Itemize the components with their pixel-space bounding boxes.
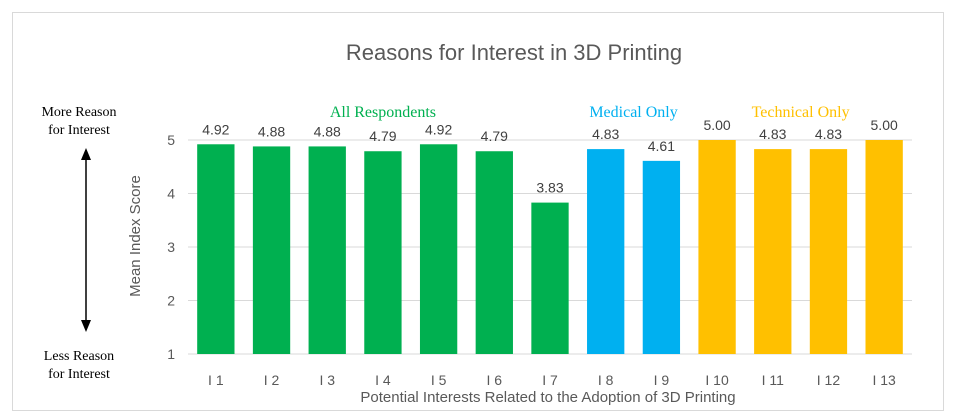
bar [419, 144, 458, 354]
group-label: All Respondents [330, 104, 436, 121]
bar [252, 146, 291, 354]
x-tick-label: I 9 [654, 372, 670, 388]
bar [197, 144, 235, 354]
x-tick-label: I 7 [542, 372, 558, 388]
x-tick-label: I 8 [598, 372, 614, 388]
x-tick-label: I 10 [705, 372, 729, 388]
group-labels: All Respondents Medical Only Technical Onl… [330, 104, 850, 121]
data-label: 4.83 [592, 126, 619, 142]
x-axis-ticks: I 1 I 2 I 3 I 4 I 5 I 6 I 7 I 8 I 9 I 10 I 11 I 12 I… [208, 372, 896, 388]
bars [197, 140, 903, 354]
value-labels: 4.92 4.88 4.88 4.79 4.92 4.79 3.83 4.83 4.61 5.00… [202, 117, 898, 196]
data-label: 4.83 [815, 126, 842, 142]
x-tick-label: I 13 [872, 372, 896, 388]
y-tick-label: 4 [167, 186, 175, 202]
data-label: 4.79 [481, 128, 508, 144]
more-reason-note: More Reason for Interest [41, 105, 117, 138]
x-tick-label: I 1 [208, 372, 224, 388]
y-tick-label: 5 [167, 132, 175, 148]
arrow-up-icon [81, 148, 91, 160]
data-label: 4.79 [369, 128, 396, 144]
arrow-down-icon [81, 320, 91, 332]
bar [754, 149, 792, 354]
data-label: 4.92 [425, 121, 452, 137]
x-axis-label: Potential Interests Related to the Adopt… [360, 389, 735, 406]
data-label: 4.88 [314, 123, 341, 139]
y-tick-label: 2 [167, 293, 175, 309]
group-label: Medical Only [589, 104, 677, 121]
data-label: 5.00 [871, 117, 898, 133]
y-axis-ticks: 1 2 3 4 5 [167, 132, 175, 362]
y-axis-label: Mean Index Score [127, 175, 144, 297]
group-label: Technical Only [752, 104, 850, 121]
data-label: 3.83 [536, 180, 563, 196]
data-label: 4.83 [759, 126, 786, 142]
x-tick-label: I 12 [817, 372, 841, 388]
bar [809, 149, 848, 354]
chart-title: Reasons for Interest in 3D Printing [346, 40, 682, 65]
x-tick-label: I 3 [319, 372, 335, 388]
data-label: 5.00 [703, 117, 730, 133]
bar [364, 151, 402, 354]
bar [587, 149, 625, 354]
y-tick-label: 1 [167, 346, 175, 362]
bar [642, 160, 681, 354]
x-tick-label: I 5 [431, 372, 447, 388]
y-tick-label: 3 [167, 239, 175, 255]
data-label: 4.92 [202, 121, 229, 137]
bar [865, 140, 903, 354]
x-tick-label: I 4 [375, 372, 391, 388]
data-label: 4.88 [258, 123, 285, 139]
bar [531, 202, 569, 354]
x-tick-label: I 11 [762, 372, 785, 388]
bar [698, 140, 736, 354]
x-tick-label: I 6 [487, 372, 503, 388]
data-label: 4.61 [648, 138, 675, 154]
less-reason-note: Less Reason for Interest [43, 349, 115, 382]
bar [475, 151, 513, 354]
bar [308, 146, 346, 354]
x-tick-label: I 2 [264, 372, 280, 388]
